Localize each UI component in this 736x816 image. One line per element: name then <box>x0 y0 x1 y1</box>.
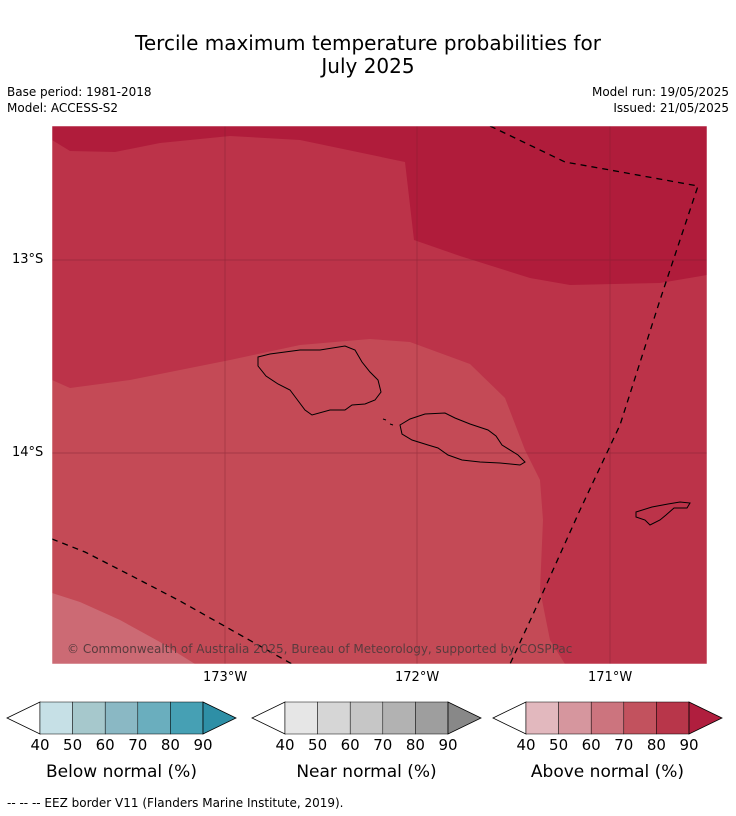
colorbar-below-tick: 90 <box>193 736 213 754</box>
colorbar-above-high-extend <box>688 701 723 735</box>
colorbar-below-tick: 40 <box>30 736 50 754</box>
colorbar-near-tick: 50 <box>308 736 328 754</box>
apolima-islet <box>382 418 387 421</box>
colorbar-above-segment <box>623 701 657 735</box>
lat-label-14s: 14°S <box>12 445 44 460</box>
model-run: Model run: 19/05/2025 <box>591 85 729 99</box>
colorbar-below-title: Below normal (%) <box>46 762 197 782</box>
lon-label-172w: 172°W <box>395 670 440 685</box>
colorbar-near-high-extend <box>447 701 482 735</box>
colorbar-near-tick: 60 <box>340 736 360 754</box>
colorbar-near-tick: 90 <box>438 736 458 754</box>
colorbar-above-title: Above normal (%) <box>530 762 685 782</box>
colorbar-below-segment <box>137 701 171 735</box>
eez-legend-note: -- -- -- EEZ border V11 (Flanders Marine… <box>7 796 344 810</box>
colorbar-below-tick: 60 <box>95 736 115 754</box>
colorbar-below <box>6 701 237 735</box>
colorbar-below-low-extend <box>6 701 41 735</box>
map-title-line1: Tercile maximum temperature probabilitie… <box>135 31 601 55</box>
colorbar-below-high-extend <box>202 701 237 735</box>
colorbar-near-segment <box>284 701 318 735</box>
manono-islet <box>389 423 394 426</box>
model-name: Model: ACCESS-S2 <box>7 101 119 115</box>
colorbar-above-tick: 60 <box>581 736 601 754</box>
colorbar-above-tick: 90 <box>679 736 699 754</box>
colorbar-above-segment <box>525 701 559 735</box>
colorbar-above-tick: 80 <box>646 736 666 754</box>
zone-lightest <box>52 593 195 664</box>
colorbar-below-tick: 80 <box>160 736 180 754</box>
issued-date: Issued: 21/05/2025 <box>613 101 729 115</box>
zone-dark-top <box>52 126 707 285</box>
colorbar-above-tick: 70 <box>614 736 634 754</box>
colorbar-near-segment <box>317 701 351 735</box>
colorbar-below-segment <box>39 701 73 735</box>
lon-label-171w: 171°W <box>588 670 633 685</box>
colorbar-near-title: Near normal (%) <box>296 762 437 782</box>
colorbars <box>6 701 723 735</box>
colorbar-below-segment <box>104 701 139 735</box>
probability-field <box>52 126 707 664</box>
map-frame <box>51 125 708 665</box>
zone-light <box>52 339 565 664</box>
colorbar-above-segment <box>558 701 592 735</box>
colorbar-near-tick: 80 <box>405 736 425 754</box>
base-period: Base period: 1981-2018 <box>7 85 152 99</box>
tutuila-island <box>635 501 691 526</box>
colorbar-below-tick: 50 <box>63 736 83 754</box>
island-outlines <box>257 345 691 526</box>
colorbar-near-tick: 40 <box>275 736 295 754</box>
eez-border <box>52 126 699 664</box>
colorbar-above-low-extend <box>492 701 527 735</box>
colorbar-below-tick: 70 <box>128 736 148 754</box>
upolu-island <box>399 412 526 466</box>
colorbar-above-tick: 50 <box>549 736 569 754</box>
savaii-island <box>257 345 382 416</box>
colorbar-above <box>492 701 723 735</box>
map-title-line2: July 2025 <box>321 54 415 78</box>
colorbar-above-segment <box>590 701 625 735</box>
colorbar-near-segment <box>415 701 449 735</box>
lon-label-173w: 173°W <box>203 670 248 685</box>
colorbar-below-segment <box>72 701 106 735</box>
graticule <box>52 126 707 664</box>
colorbar-above-tick: 40 <box>516 736 536 754</box>
colorbar-near-tick: 70 <box>373 736 393 754</box>
lat-label-13s: 13°S <box>12 252 44 267</box>
copyright-notice: © Commonwealth of Australia 2025, Bureau… <box>67 642 573 656</box>
colorbar-below-segment <box>170 701 204 735</box>
colorbar-near-segment <box>349 701 384 735</box>
colorbar-near <box>251 701 482 735</box>
colorbar-near-segment <box>382 701 416 735</box>
colorbar-near-low-extend <box>251 701 286 735</box>
colorbar-above-segment <box>656 701 690 735</box>
